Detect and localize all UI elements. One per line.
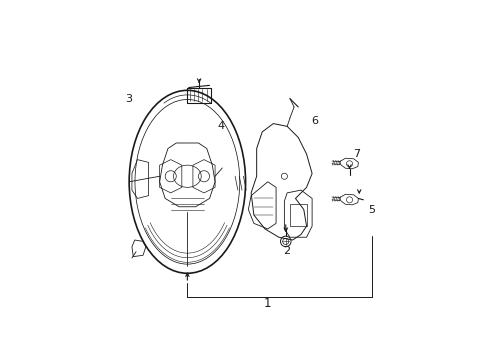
Text: 4: 4 [217,121,224,131]
Text: 3: 3 [125,94,133,104]
Text: 1: 1 [264,297,271,310]
Text: 7: 7 [353,149,360,159]
Text: 6: 6 [311,116,318,126]
Text: 2: 2 [284,246,291,256]
Text: 5: 5 [368,204,375,215]
